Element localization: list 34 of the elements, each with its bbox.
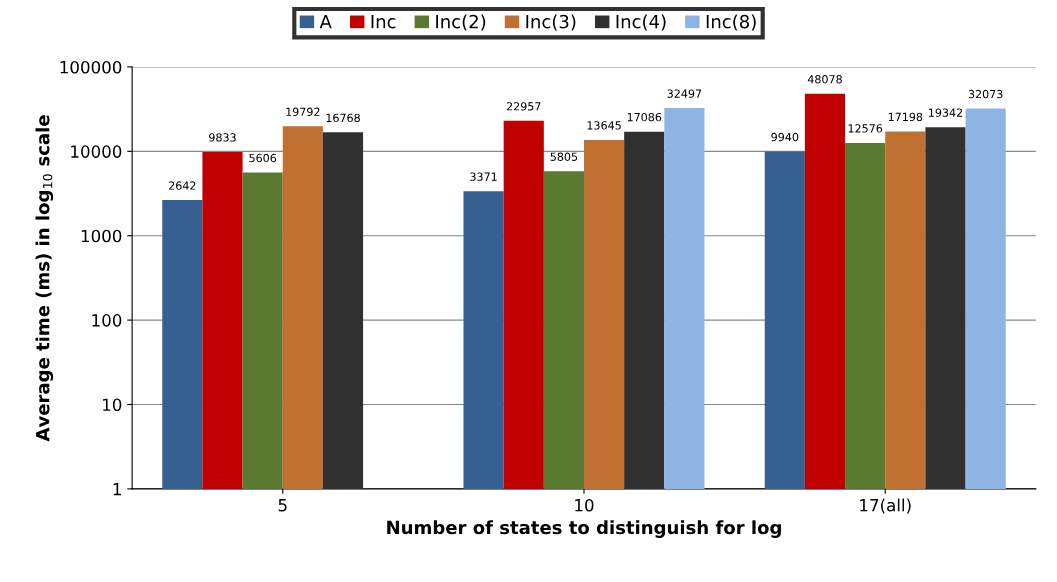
- data-label: 3371: [470, 172, 497, 181]
- data-label: 9833: [209, 133, 236, 142]
- data-label: 9940: [771, 132, 799, 142]
- y-tick-label: 10: [103, 398, 122, 412]
- x-tick-label: 5: [278, 499, 287, 512]
- y-tick-label: 100: [92, 314, 122, 327]
- data-label: 17198: [888, 112, 923, 122]
- x-tick-label: 10: [575, 498, 594, 512]
- data-label: 19792: [286, 107, 320, 116]
- y-axis-title: Average time (ms) in log$_{10}$ scale: [35, 115, 54, 442]
- y-tick-label: 1: [113, 483, 121, 496]
- data-label: 32073: [968, 89, 1003, 99]
- legend-label: Inc(3): [526, 14, 576, 31]
- x-axis-title: Number of states to distinguish for log: [387, 520, 781, 538]
- data-label: 13645: [587, 121, 621, 130]
- data-label: 5805: [550, 152, 578, 161]
- y-tick-label: 100000: [60, 60, 122, 74]
- legend-label: Inc(4): [616, 14, 666, 31]
- data-label: 48078: [807, 75, 842, 84]
- data-label: 17086: [627, 112, 662, 122]
- x-tick-label: 17(all): [860, 498, 911, 514]
- data-label: 19342: [929, 108, 963, 117]
- legend-label: Inc(8): [706, 14, 756, 31]
- data-label: 12576: [848, 124, 883, 133]
- data-label: 22957: [506, 102, 541, 111]
- data-label: 2642: [169, 181, 196, 190]
- data-label: 16768: [326, 113, 360, 123]
- y-tick-label: 10000: [71, 145, 122, 158]
- legend-label: A: [319, 15, 332, 29]
- data-label: 5606: [249, 153, 277, 163]
- data-label: 32497: [667, 89, 702, 98]
- y-tick-label: 1000: [81, 229, 122, 243]
- legend-label: Inc(2): [436, 14, 486, 31]
- legend-label: Inc: [371, 15, 396, 29]
